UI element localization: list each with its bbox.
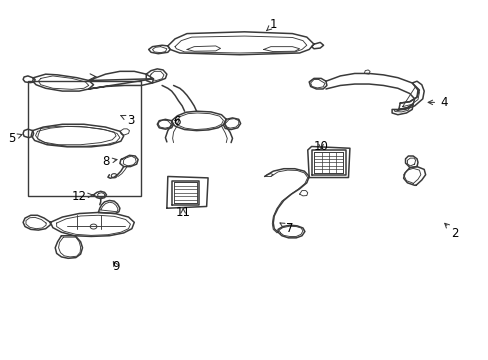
Text: 10: 10: [313, 140, 328, 153]
Text: 2: 2: [444, 223, 458, 240]
Bar: [28, 81, 141, 196]
Text: 5: 5: [8, 132, 22, 145]
Text: 12: 12: [72, 190, 92, 203]
Text: 11: 11: [175, 206, 190, 219]
Text: 1: 1: [266, 18, 276, 31]
Text: 7: 7: [280, 222, 293, 235]
Text: 6: 6: [172, 115, 180, 128]
Text: 4: 4: [427, 96, 447, 109]
Text: 3: 3: [121, 113, 134, 126]
Text: 8: 8: [102, 155, 117, 168]
Text: 9: 9: [112, 260, 120, 273]
